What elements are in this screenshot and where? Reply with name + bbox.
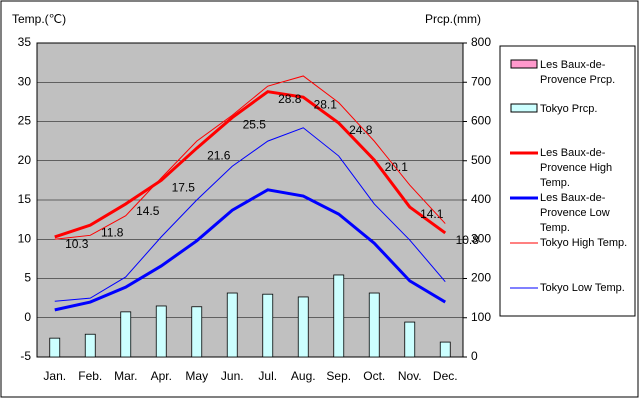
x-tick-label: Dec. [433,369,458,383]
data-label: 14.1 [420,207,444,221]
bar [297,296,309,358]
y-tick-label: 10 [18,231,32,245]
x-tick-label: Oct. [363,369,385,383]
data-label: 10.3 [65,237,89,251]
y2-tick-label: 600 [471,114,491,128]
x-tick-label: Apr. [151,369,172,383]
data-label: 20.1 [385,160,409,174]
x-tick-label: Mar. [114,369,137,383]
y-tick-label: 25 [18,114,32,128]
x-tick-label: Aug. [291,369,316,383]
y-tick-label: 0 [24,310,31,324]
bar [368,292,380,358]
y2-tick-label: 500 [471,153,491,167]
x-tick-label: Feb. [78,369,102,383]
bar [155,305,167,358]
y-axis-title: Temp.(℃) [12,12,66,26]
bar [49,337,61,358]
x-tick-label: Sep. [326,369,351,383]
data-label: 21.6 [207,148,231,162]
data-label: 17.5 [172,181,196,195]
x-tick-label: Nov. [398,369,422,383]
y-tick-label: 35 [18,35,32,49]
bar [439,341,451,358]
data-label: 28.8 [278,92,302,106]
legend-label: Les Baux-de-Provence High Temp. [540,147,613,189]
y2-tick-label: 100 [471,310,491,324]
data-label: 28.1 [314,97,338,111]
y2-tick-label: 700 [471,74,491,88]
y2-tick-label: 400 [471,192,491,206]
bar [84,333,96,358]
y2-tick-label: 300 [471,231,491,245]
bar [120,311,132,358]
y2-tick-label: 0 [471,349,478,363]
y2-tick-label: 800 [471,35,491,49]
x-tick-label: May [185,369,208,383]
y2-tick-label: 200 [471,271,491,285]
bar [226,292,238,358]
line [54,75,446,240]
legend-box [499,45,636,317]
legend-label: Tokyo Prcp. [540,103,598,115]
x-tick-label: Jun. [221,369,244,383]
data-label: 25.5 [243,118,267,132]
x-tick-label: Jan. [43,369,66,383]
y-tick-label: 30 [18,74,32,88]
legend-label: Tokyo High Temp. [540,237,628,249]
line [54,127,446,302]
legend-swatch [510,59,538,69]
bar [333,274,345,358]
line [54,90,447,239]
line [54,188,447,312]
legend-label: Les Baux-de-Provence Prcp. [540,59,616,86]
y-tick-label: -5 [20,349,31,363]
y2-axis-title: Prcp.(mm) [425,12,481,26]
y-tick-label: 15 [18,192,32,206]
bar [404,321,416,358]
y-tick-label: 20 [18,153,32,167]
legend-label: Les Baux-de-Provence Low Temp. [540,192,610,234]
bar [191,306,203,358]
data-label: 14.5 [136,204,160,218]
y-tick-label: 5 [24,271,31,285]
bar [262,293,274,358]
x-tick-label: Jul. [258,369,277,383]
legend-label: Tokyo Low Temp. [540,282,625,294]
data-label: 10.8 [456,233,480,247]
legend-swatch [510,103,538,113]
data-label: 11.8 [101,225,124,239]
